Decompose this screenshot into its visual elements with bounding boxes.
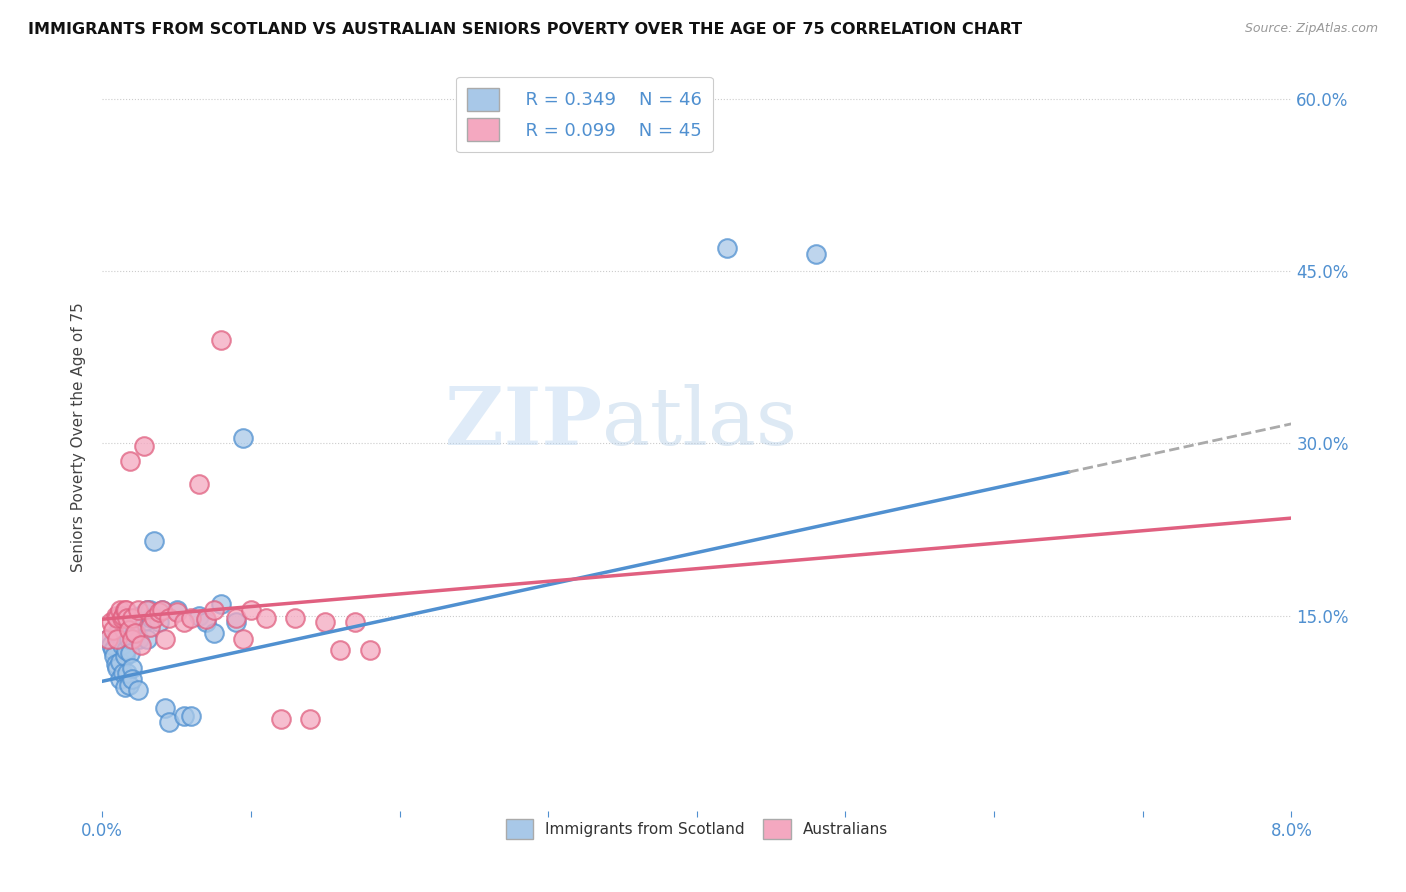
Point: [110, 638, 132, 652]
Point: [108, 655, 131, 669]
Point: [118, 632, 141, 646]
Point: [173, 615, 195, 629]
Point: [121, 611, 143, 625]
Point: [209, 597, 232, 611]
Point: [239, 603, 262, 617]
Point: [115, 643, 138, 657]
Point: [105, 611, 128, 625]
Point: [129, 638, 152, 652]
Point: [97, 632, 120, 646]
Point: [118, 623, 141, 637]
Point: [166, 603, 188, 617]
Point: [166, 605, 188, 619]
Point: [125, 626, 148, 640]
Point: [121, 632, 143, 646]
Legend: Immigrants from Scotland, Australians: Immigrants from Scotland, Australians: [499, 813, 894, 845]
Point: [121, 672, 143, 686]
Point: [202, 626, 225, 640]
Point: [232, 431, 254, 445]
Point: [254, 611, 277, 625]
Point: [187, 608, 209, 623]
Point: [127, 683, 149, 698]
Point: [100, 615, 122, 629]
Point: [111, 666, 134, 681]
Point: [202, 603, 225, 617]
Point: [187, 476, 209, 491]
Point: [148, 605, 170, 619]
Point: [284, 611, 307, 625]
Point: [359, 643, 381, 657]
Y-axis label: Seniors Poverty Over the Age of 75: Seniors Poverty Over the Age of 75: [72, 302, 86, 573]
Point: [115, 603, 138, 617]
Point: [103, 648, 125, 663]
Point: [120, 453, 142, 467]
Point: [157, 714, 180, 729]
Point: [135, 603, 157, 617]
Point: [104, 608, 127, 623]
Point: [114, 680, 136, 694]
Point: [114, 603, 136, 617]
Point: [716, 241, 738, 255]
Point: [153, 700, 176, 714]
Point: [120, 646, 142, 660]
Point: [139, 620, 162, 634]
Point: [105, 632, 128, 646]
Point: [141, 611, 163, 625]
Point: [101, 643, 124, 657]
Point: [195, 615, 218, 629]
Point: [148, 615, 170, 629]
Point: [270, 712, 292, 726]
Point: [173, 708, 195, 723]
Point: [135, 632, 157, 646]
Text: ZIP: ZIP: [444, 384, 602, 462]
Point: [124, 620, 146, 634]
Point: [117, 666, 139, 681]
Point: [117, 611, 139, 625]
Point: [132, 615, 155, 629]
Point: [104, 657, 127, 671]
Point: [299, 712, 322, 726]
Point: [100, 638, 122, 652]
Text: Source: ZipAtlas.com: Source: ZipAtlas.com: [1244, 22, 1378, 36]
Point: [143, 534, 166, 549]
Point: [153, 632, 176, 646]
Point: [118, 678, 141, 692]
Point: [225, 615, 247, 629]
Point: [180, 708, 202, 723]
Point: [804, 246, 827, 260]
Point: [127, 603, 149, 617]
Text: atlas: atlas: [602, 384, 797, 462]
Point: [143, 611, 166, 625]
Point: [111, 608, 134, 623]
Point: [135, 603, 157, 617]
Point: [128, 608, 150, 623]
Point: [105, 660, 128, 674]
Point: [150, 603, 173, 617]
Point: [108, 603, 131, 617]
Point: [343, 615, 366, 629]
Point: [180, 611, 202, 625]
Point: [105, 626, 128, 640]
Point: [232, 632, 254, 646]
Point: [110, 611, 132, 625]
Point: [314, 615, 336, 629]
Point: [150, 603, 173, 617]
Point: [124, 626, 146, 640]
Point: [128, 632, 150, 646]
Point: [121, 660, 143, 674]
Point: [108, 672, 131, 686]
Point: [114, 648, 136, 663]
Point: [195, 612, 218, 626]
Text: IMMIGRANTS FROM SCOTLAND VS AUSTRALIAN SENIORS POVERTY OVER THE AGE OF 75 CORREL: IMMIGRANTS FROM SCOTLAND VS AUSTRALIAN S…: [28, 22, 1022, 37]
Point: [329, 643, 352, 657]
Point: [209, 333, 232, 347]
Point: [97, 632, 120, 646]
Point: [101, 623, 124, 637]
Point: [132, 439, 155, 453]
Point: [139, 603, 162, 617]
Point: [157, 611, 180, 625]
Point: [225, 611, 247, 625]
